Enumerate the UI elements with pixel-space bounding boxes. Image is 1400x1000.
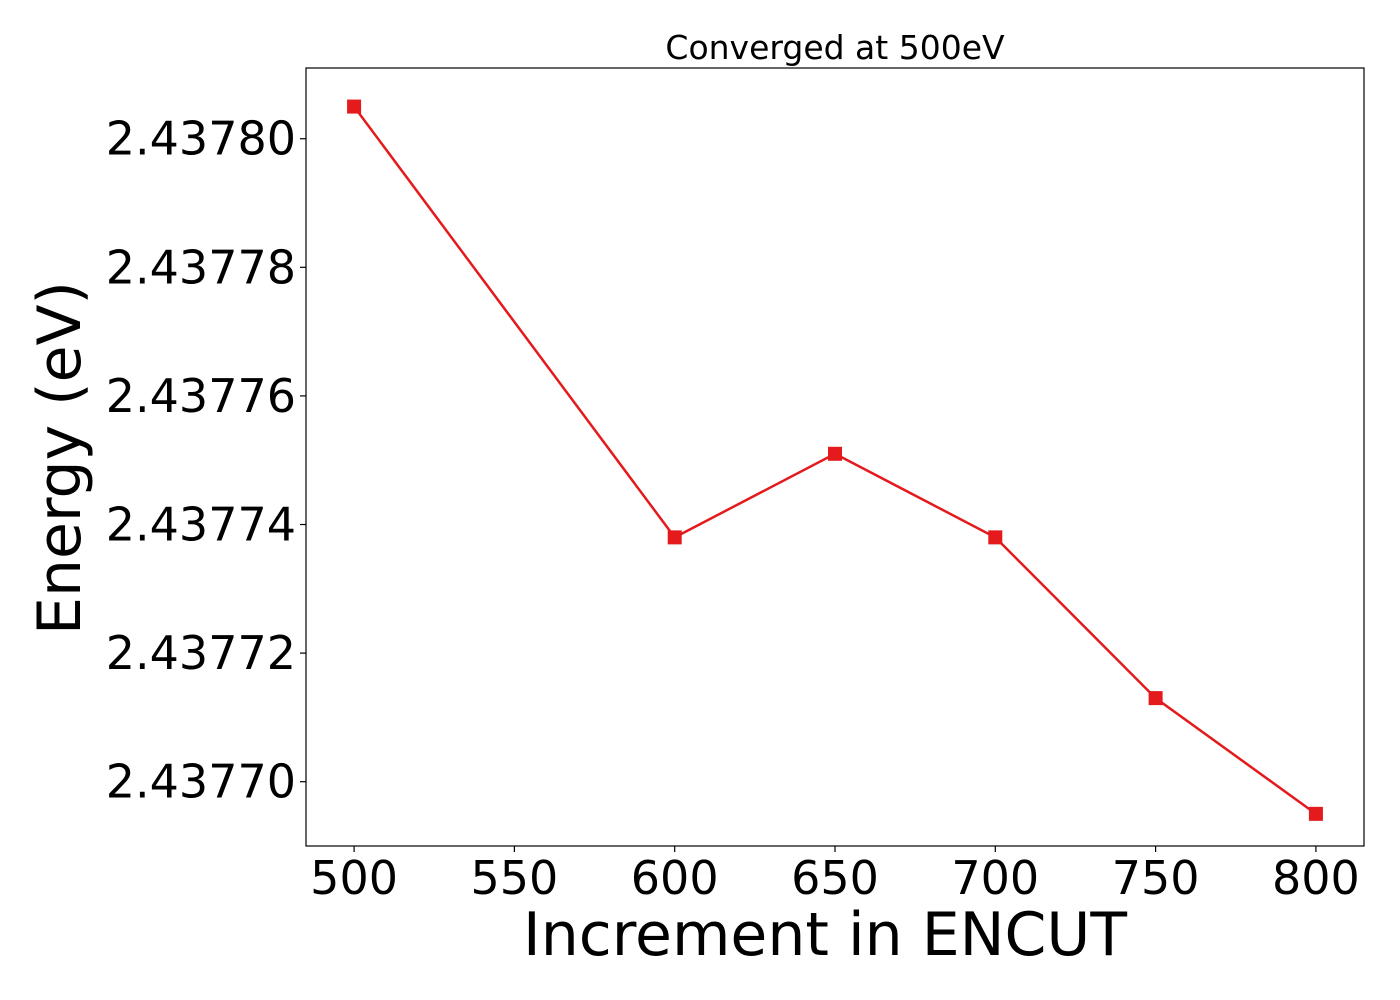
x-tick-label: 650	[791, 851, 879, 905]
y-tick-label: 2.43774	[106, 498, 296, 552]
series-line	[353, 105, 1317, 815]
y-axis: 2.43770 2.43772 2.43774 2.43776 2.43778 2.437…	[106, 112, 306, 809]
x-tick-label: 550	[470, 851, 558, 905]
data-point-marker	[988, 530, 1003, 545]
x-tick-label: 700	[951, 851, 1039, 905]
chart-title: Converged at 500eV	[665, 28, 1005, 67]
y-tick-label: 2.43778	[106, 240, 296, 294]
y-tick-label: 2.43772	[106, 626, 296, 680]
data-point-marker	[828, 446, 842, 461]
data-point-marker	[667, 530, 682, 545]
y-tick-label: 2.43776	[106, 369, 296, 423]
x-tick-label: 750	[1112, 851, 1200, 905]
x-tick-label: 800	[1272, 851, 1360, 905]
y-axis-label: Energy (eV)	[25, 281, 95, 635]
series-layer	[347, 99, 1323, 821]
x-axis: 500 550 600 650 700 750 800	[310, 846, 1360, 905]
x-tick-label: 500	[310, 851, 398, 905]
data-point-marker	[1148, 691, 1163, 706]
x-tick-label: 600	[631, 851, 719, 905]
x-axis-label: Increment in ENCUT	[523, 900, 1127, 970]
data-point-marker	[1308, 806, 1323, 821]
y-tick-label: 2.43780	[106, 112, 296, 166]
y-tick-label: 2.43770	[106, 755, 296, 809]
data-point-marker	[347, 99, 362, 114]
